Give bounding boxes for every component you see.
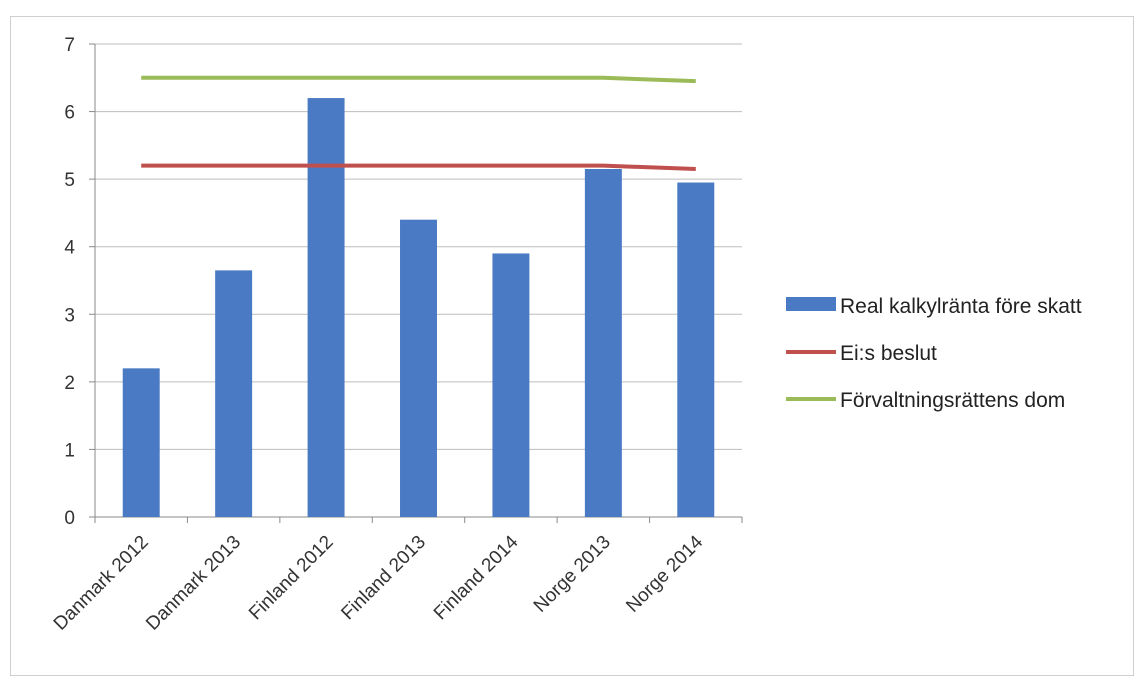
bar	[215, 270, 253, 517]
legend-swatch-bar	[786, 297, 836, 311]
y-tick-labels: 0 1 2 3 4 5 6 7	[64, 35, 75, 529]
x-tick-label: Norge 2014	[622, 531, 707, 616]
legend-label: Real kalkylränta före skatt	[840, 295, 1082, 318]
x-tick-label: Finland 2013	[337, 532, 430, 625]
y-tick-label: 0	[64, 508, 75, 529]
chart-frame	[10, 16, 1134, 676]
bar	[122, 368, 160, 517]
y-tick-label: 5	[64, 170, 75, 191]
series-line	[141, 75, 696, 84]
y-tick-label: 2	[64, 373, 75, 394]
y-tick-label: 7	[64, 35, 75, 56]
y-tick-label: 4	[64, 238, 75, 259]
series-line	[141, 163, 696, 172]
x-tick-label: Finland 2014	[430, 531, 523, 624]
bar	[492, 253, 530, 517]
y-tick-label: 1	[64, 440, 75, 461]
bar-series	[122, 98, 715, 518]
y-tick-label: 6	[64, 103, 75, 124]
gridlines	[95, 43, 742, 450]
line-series	[141, 75, 696, 172]
bar	[307, 98, 345, 518]
bar	[584, 169, 622, 517]
bar	[400, 219, 437, 517]
x-tick-label: Finland 2012	[245, 532, 338, 625]
x-tick-label: Norge 2013	[530, 532, 615, 617]
x-tick-label: Danmark 2012	[50, 532, 153, 635]
legend-label: Ei:s beslut	[840, 342, 937, 365]
x-tick-label: Danmark 2013	[142, 532, 245, 635]
y-tick-label: 3	[64, 305, 75, 326]
legend-label: Förvaltningsrättens dom	[840, 389, 1065, 412]
legend: Real kalkylränta före skatt Ei:s beslut Fö…	[786, 295, 1082, 412]
bar	[677, 182, 715, 517]
